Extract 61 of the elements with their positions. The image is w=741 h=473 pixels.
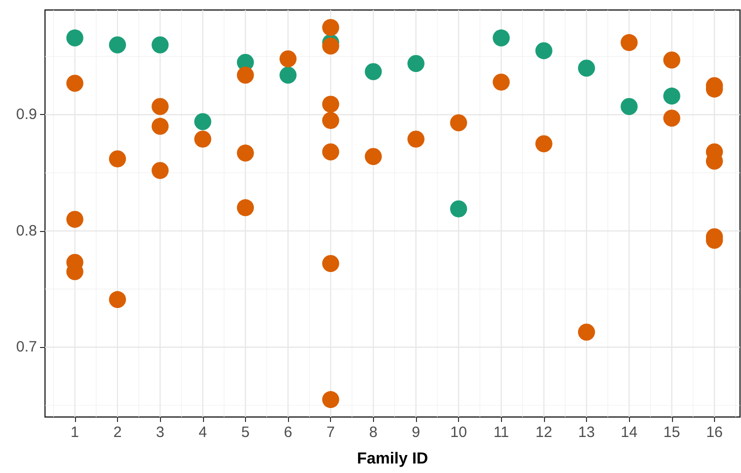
point <box>152 36 169 54</box>
point <box>492 74 510 91</box>
point <box>322 38 340 55</box>
point <box>450 200 468 218</box>
point <box>364 63 382 80</box>
y-tick-label: 0.9 <box>16 106 37 124</box>
point <box>236 144 254 162</box>
y-tick-label: 0.8 <box>16 222 37 240</box>
point <box>492 29 510 46</box>
point <box>578 60 596 77</box>
point <box>152 162 169 179</box>
x-tick-label: 12 <box>536 424 552 441</box>
point <box>280 66 297 84</box>
x-axis-title: Family ID <box>356 450 428 468</box>
point <box>109 150 126 168</box>
point <box>322 255 340 272</box>
y-tick-label: 0.7 <box>16 338 37 356</box>
point <box>322 18 340 36</box>
point <box>66 29 84 46</box>
x-tick-label: 5 <box>241 424 250 441</box>
x-tick-label: 8 <box>369 424 378 441</box>
point <box>364 148 382 166</box>
point <box>322 96 340 113</box>
x-tick-label: 14 <box>620 424 638 441</box>
point <box>407 54 424 72</box>
point <box>620 34 638 52</box>
x-tick-label: 11 <box>493 424 510 441</box>
point <box>535 42 552 60</box>
point <box>578 324 596 341</box>
x-tick-label: 15 <box>663 424 680 441</box>
point <box>236 199 254 216</box>
point <box>280 50 297 68</box>
point <box>66 210 84 228</box>
x-tick-label: 2 <box>113 424 122 441</box>
x-tick-label: 13 <box>578 424 595 441</box>
x-tick-label: 1 <box>70 424 80 441</box>
point <box>322 143 340 160</box>
point <box>66 74 84 92</box>
x-tick-label: 7 <box>326 424 335 441</box>
point <box>109 36 126 54</box>
point <box>663 88 680 105</box>
x-tick-label: 9 <box>412 424 420 441</box>
point <box>322 112 340 129</box>
point <box>450 114 468 132</box>
point <box>663 110 680 127</box>
x-tick-label: 4 <box>198 424 207 441</box>
point <box>535 135 552 152</box>
point <box>152 98 169 116</box>
point <box>109 291 126 308</box>
point <box>236 66 254 84</box>
point <box>152 118 169 135</box>
x-tick-label: 10 <box>450 424 467 441</box>
point <box>322 391 340 408</box>
x-tick-label: 16 <box>706 424 723 441</box>
x-tick-label: 3 <box>156 424 164 441</box>
point <box>194 130 212 148</box>
x-tick-label: 6 <box>284 424 292 441</box>
point <box>620 98 638 116</box>
point <box>663 52 680 68</box>
point <box>407 130 424 148</box>
point <box>194 113 212 130</box>
